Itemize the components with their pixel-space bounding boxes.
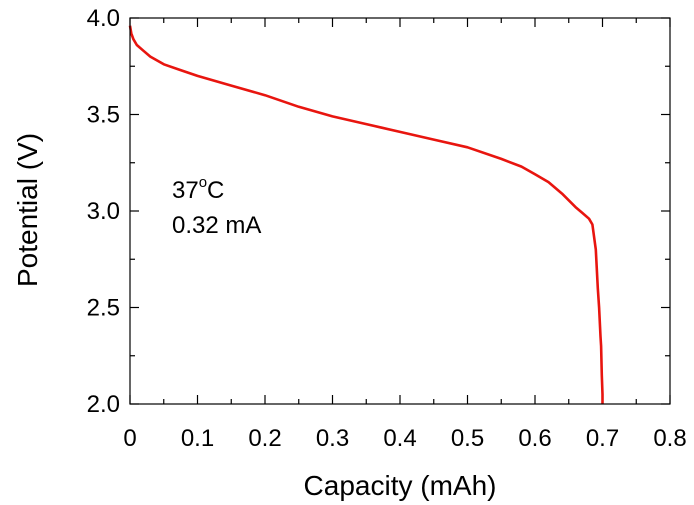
y-tick-labels: 2.0 2.5 3.0 3.5 4.0 <box>87 5 120 418</box>
discharge-curve-line <box>128 25 604 404</box>
y-tick-label: 3.0 <box>87 198 120 225</box>
x-tick-label: 0 <box>123 425 136 452</box>
x-tick-label: 0.2 <box>248 425 281 452</box>
plot-frame <box>129 17 671 405</box>
current-annotation: 0.32 mA <box>172 212 261 239</box>
temperature-annotation: 37oC <box>172 174 224 204</box>
x-tick-label: 0.1 <box>181 425 214 452</box>
y-tick-label: 4.0 <box>87 5 120 32</box>
temperature-degree-sup: o <box>199 174 207 191</box>
y-axis-title: Potential (V) <box>12 133 43 287</box>
x-tick-label: 0.5 <box>451 425 484 452</box>
temperature-unit: C <box>207 177 224 204</box>
x-tick-label: 0.4 <box>383 425 416 452</box>
series-layer <box>128 25 604 404</box>
x-tick-label: 0.7 <box>586 425 619 452</box>
x-axis-title: Capacity (mAh) <box>304 470 497 501</box>
y-tick-label: 3.5 <box>87 102 120 129</box>
x-tick-labels: 0 0.1 0.2 0.3 0.4 0.5 0.6 0.7 0.8 <box>123 425 686 452</box>
y-tick-label: 2.5 <box>87 295 120 322</box>
x-tick-label: 0.8 <box>653 425 686 452</box>
x-tick-label: 0.3 <box>316 425 349 452</box>
temperature-value: 37 <box>172 177 199 204</box>
x-tick-label: 0.6 <box>518 425 551 452</box>
axis-ticks <box>129 17 671 405</box>
y-tick-label: 2.0 <box>87 391 120 418</box>
